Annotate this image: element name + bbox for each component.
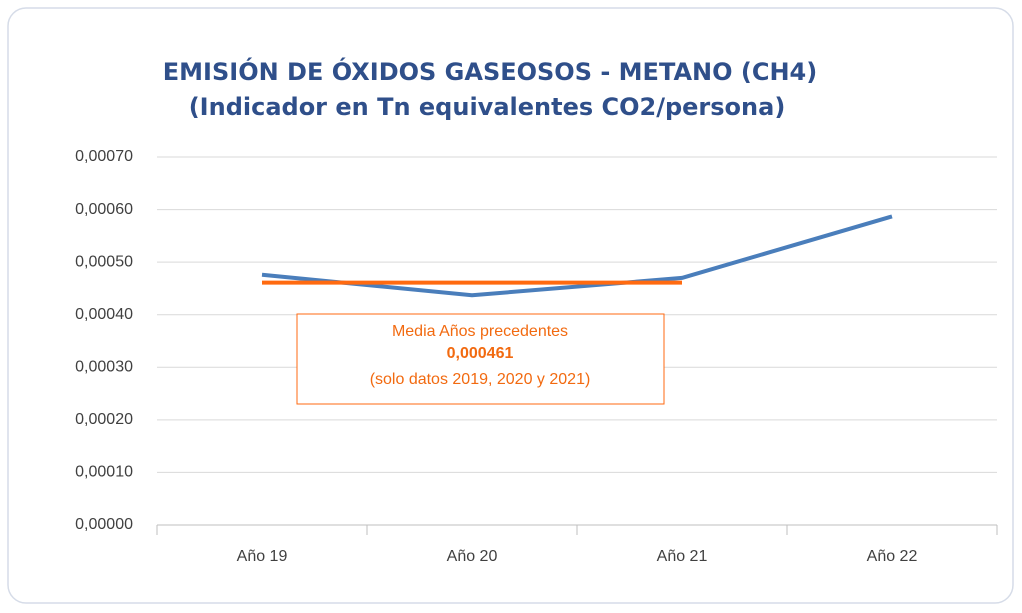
- annotation-box: [296, 313, 665, 405]
- annotation-text: 0,000461: [447, 345, 514, 362]
- annotation-text: (solo datos 2019, 2020 y 2021): [370, 371, 591, 388]
- y-tick-label: 0,00010: [75, 464, 133, 481]
- x-tick-label: Año 20: [447, 548, 498, 565]
- y-tick-label: 0,00020: [75, 411, 133, 428]
- chart-title: EMISIÓN DE ÓXIDOS GASEOSOS - METANO (CH4…: [163, 56, 817, 86]
- annotation-text: Media Años precedentes: [392, 323, 568, 340]
- y-tick-label: 0,00050: [75, 253, 133, 270]
- x-tick-label: Año 21: [657, 548, 708, 565]
- y-tick-label: 0,00030: [75, 359, 133, 376]
- y-tick-label: 0,00040: [75, 306, 133, 323]
- y-tick-label: 0,00000: [75, 516, 133, 533]
- y-tick-label: 0,00070: [75, 148, 133, 165]
- series-line: [261, 214, 893, 298]
- y-tick-label: 0,00060: [75, 201, 133, 218]
- chart-subtitle: (Indicador en Tn equivalentes CO2/person…: [189, 93, 786, 121]
- x-tick-label: Año 22: [867, 548, 918, 565]
- x-tick-label: Año 19: [237, 548, 288, 565]
